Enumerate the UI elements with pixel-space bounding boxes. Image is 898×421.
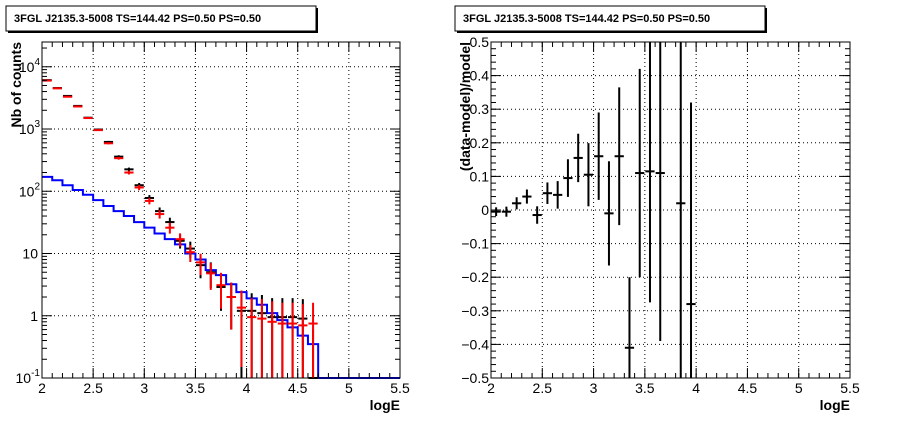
y-tick-label: 0.4 — [470, 68, 490, 84]
y-tick-label: −0.5 — [461, 370, 489, 386]
x-tick-label: 4 — [692, 380, 700, 396]
y-tick-label: 102 — [19, 181, 41, 199]
y-tick-label: 104 — [19, 57, 41, 75]
errorbar-point — [247, 298, 257, 378]
y-tick-label: −0.1 — [461, 236, 489, 252]
residuals-grid — [491, 42, 850, 378]
y-tick-label: 1 — [30, 308, 38, 324]
errorbar-point — [52, 87, 62, 90]
x-tick-label: 3.5 — [186, 380, 206, 396]
errorbar-point — [676, 42, 686, 378]
counts-panel: 2 2.5 3 3.5 4 4.5 5 5.5 10-1 1 10 102 103 104 3FGL J2… — [5, 5, 410, 413]
errorbar-point — [155, 210, 165, 219]
errorbar-point — [124, 170, 134, 175]
errorbar-point — [195, 253, 206, 276]
x-tick-label: 5 — [795, 380, 803, 396]
errorbar-point — [491, 207, 501, 217]
errorbar-point — [267, 301, 277, 378]
errorbar-point — [216, 272, 226, 309]
y-tick-label: 0.1 — [470, 168, 490, 184]
y-tick-label: −0.3 — [461, 303, 489, 319]
errorbar-point — [532, 206, 542, 224]
counts-series — [42, 79, 400, 379]
errorbar-point — [277, 302, 287, 378]
model-step-line — [42, 175, 400, 379]
residuals-title-box: 3FGL J2135.3-5008 TS=144.42 PS=0.50 PS=0… — [454, 5, 767, 33]
x-tick-label: 4 — [243, 380, 251, 396]
errorbar-point — [134, 185, 144, 191]
errorbar-point — [624, 277, 635, 378]
errorbar-point — [645, 42, 655, 303]
errorbar-point — [185, 244, 195, 263]
x-tick-label: 2.5 — [533, 380, 553, 396]
errorbar-point — [83, 117, 93, 120]
errorbar-point — [93, 129, 103, 132]
residuals-x-axis-label: logE — [820, 397, 850, 413]
y-tick-label: 0.5 — [470, 34, 490, 50]
y-tick-label: −0.4 — [461, 336, 489, 352]
counts-ticks: 2 2.5 3 3.5 4 4.5 5 5.5 10-1 1 10 102 103 104 — [16, 42, 410, 396]
errorbar-point — [165, 222, 175, 234]
errorbar-point — [553, 181, 563, 209]
errorbar-point — [73, 105, 83, 108]
errorbar-point — [124, 167, 134, 172]
errorbar-point — [614, 87, 624, 226]
errorbar-point — [655, 42, 665, 342]
y-tick-label: 10-1 — [16, 368, 41, 386]
y-tick-label: 0 — [481, 202, 489, 218]
errorbar-point — [175, 233, 185, 247]
residuals-y-axis-label: (data-model)/model — [457, 42, 473, 171]
x-tick-label: 2 — [487, 380, 495, 396]
y-tick-label: 0.3 — [470, 101, 490, 117]
errorbar-point — [287, 302, 298, 378]
x-tick-label: 2 — [38, 380, 46, 396]
x-tick-label: 3 — [140, 380, 148, 396]
x-tick-label: 4.5 — [738, 380, 758, 396]
errorbar-point — [308, 302, 318, 378]
counts-chart-title: 3FGL J2135.3-5008 TS=144.42 PS=0.50 PS=0… — [14, 13, 261, 25]
errorbar-point — [226, 282, 236, 330]
errorbar-point — [206, 263, 216, 290]
residuals-panel: 2 2.5 3 3.5 4 4.5 5 5.5 −0.5 −0.4 −0.3 −0.2 −0.1 0 0.1… — [454, 5, 860, 413]
counts-grid — [42, 42, 400, 378]
x-tick-label: 3.5 — [635, 380, 655, 396]
errorbar-point — [512, 197, 522, 210]
errorbar-point — [103, 142, 114, 145]
residuals-series — [491, 42, 696, 378]
y-tick-label: 10 — [22, 246, 38, 262]
errorbar-point — [573, 133, 583, 183]
y-tick-label: 103 — [19, 119, 41, 137]
counts-x-axis-label: logE — [370, 397, 400, 413]
errorbar-point — [298, 304, 308, 378]
counts-y-axis-label: Nb of counts — [8, 42, 24, 128]
errorbar-point — [604, 161, 614, 266]
errorbar-point — [62, 95, 73, 98]
errorbar-point — [144, 197, 155, 205]
errorbar-point — [594, 112, 604, 200]
errorbar-point — [583, 143, 594, 207]
x-tick-label: 3 — [590, 380, 598, 396]
errorbar-point — [257, 299, 267, 378]
x-tick-label: 5.5 — [390, 380, 410, 396]
errorbar-point — [522, 189, 532, 204]
x-tick-label: 4.5 — [288, 380, 308, 396]
counts-title-box: 3FGL J2135.3-5008 TS=144.42 PS=0.50 PS=0… — [5, 5, 318, 33]
y-tick-label: 0.2 — [470, 135, 490, 151]
errorbar-point — [236, 290, 247, 368]
x-tick-label: 2.5 — [83, 380, 103, 396]
errorbar-point — [563, 159, 573, 197]
errorbar-point — [114, 156, 124, 160]
errorbar-point — [542, 182, 553, 204]
residuals-ticks: 2 2.5 3 3.5 4 4.5 5 5.5 −0.5 −0.4 −0.3 −0.2 −0.1 0 0.1… — [461, 34, 860, 396]
errorbar-point — [635, 68, 645, 278]
errorbar-point — [686, 102, 696, 378]
errorbar-point — [501, 206, 512, 217]
residuals-chart-title: 3FGL J2135.3-5008 TS=144.42 PS=0.50 PS=0… — [463, 13, 710, 25]
y-tick-label: −0.2 — [461, 269, 489, 285]
x-tick-label: 5 — [345, 380, 353, 396]
x-tick-label: 5.5 — [840, 380, 860, 396]
